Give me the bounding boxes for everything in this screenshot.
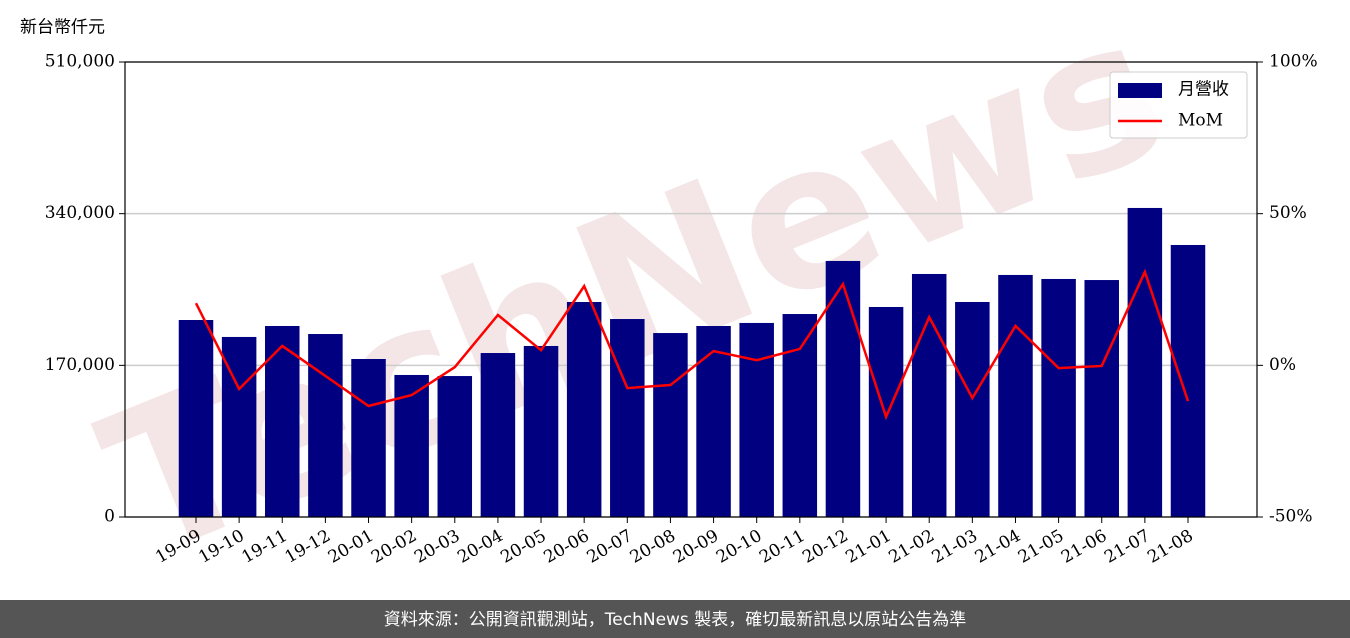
x-tick-label: 20-02 bbox=[368, 526, 420, 568]
bar bbox=[955, 301, 990, 517]
bar bbox=[566, 301, 602, 517]
bar bbox=[868, 306, 904, 517]
y-tick-label: 0 bbox=[104, 507, 115, 527]
bar bbox=[1041, 278, 1076, 517]
x-tick-label: 20-03 bbox=[411, 526, 463, 568]
y2-tick-label: 0% bbox=[1269, 355, 1296, 375]
x-tick-label: 20-09 bbox=[670, 526, 722, 568]
bar bbox=[610, 319, 645, 517]
y-axis-label: 新台幣仟元 bbox=[20, 18, 105, 38]
x-tick-label: 20-05 bbox=[497, 526, 549, 568]
x-tick-label: 20-07 bbox=[584, 526, 636, 568]
bar bbox=[1170, 244, 1206, 517]
x-tick-label: 21-04 bbox=[972, 526, 1024, 568]
plot-frame bbox=[124, 61, 1258, 518]
bar bbox=[911, 273, 947, 517]
y2-tick-label: 50% bbox=[1269, 203, 1307, 223]
legend-label: MoM bbox=[1178, 111, 1223, 131]
legend-swatch bbox=[1118, 83, 1162, 98]
x-tick-label: 20-12 bbox=[799, 526, 851, 568]
x-tick-label: 21-03 bbox=[929, 526, 981, 568]
y-tick-label: 340,000 bbox=[45, 203, 115, 223]
legend-label: 月營收 bbox=[1178, 80, 1229, 100]
x-tick-label: 20-08 bbox=[627, 526, 679, 568]
bar bbox=[480, 353, 516, 517]
bar bbox=[523, 345, 559, 517]
x-tick-label: 20-10 bbox=[713, 526, 765, 568]
bar bbox=[437, 376, 473, 517]
y-tick-label: 510,000 bbox=[45, 52, 115, 72]
bar bbox=[1127, 207, 1163, 518]
y2-tick-label: -50% bbox=[1269, 507, 1313, 527]
bar bbox=[782, 314, 818, 517]
y-tick-label: 170,000 bbox=[45, 355, 115, 375]
bar bbox=[178, 320, 214, 517]
x-tick-label: 20-06 bbox=[540, 526, 592, 568]
x-tick-label: 20-11 bbox=[756, 526, 808, 568]
x-tick-label: 21-06 bbox=[1058, 526, 1110, 568]
bar bbox=[351, 358, 386, 517]
bar bbox=[825, 260, 861, 517]
bar bbox=[1084, 280, 1119, 517]
bar bbox=[739, 322, 774, 517]
bar bbox=[998, 274, 1033, 517]
x-tick-label: 21-02 bbox=[886, 526, 938, 568]
bar bbox=[696, 325, 731, 517]
line bbox=[194, 268, 1190, 421]
footer-bar bbox=[0, 600, 1350, 638]
y2-tick-label: 100% bbox=[1269, 52, 1318, 72]
bar bbox=[308, 334, 343, 517]
footer-text: 資料來源：公開資訊觀測站，TechNews 製表，確切最新訊息以原站公告為準 bbox=[384, 610, 966, 630]
bar bbox=[653, 333, 688, 517]
x-tick-label: 21-01 bbox=[842, 526, 894, 568]
x-tick-label: 20-04 bbox=[454, 526, 506, 568]
x-tick-label: 21-08 bbox=[1144, 526, 1196, 568]
x-tick-label: 21-05 bbox=[1015, 526, 1067, 568]
x-tick-label: 21-07 bbox=[1101, 526, 1153, 568]
